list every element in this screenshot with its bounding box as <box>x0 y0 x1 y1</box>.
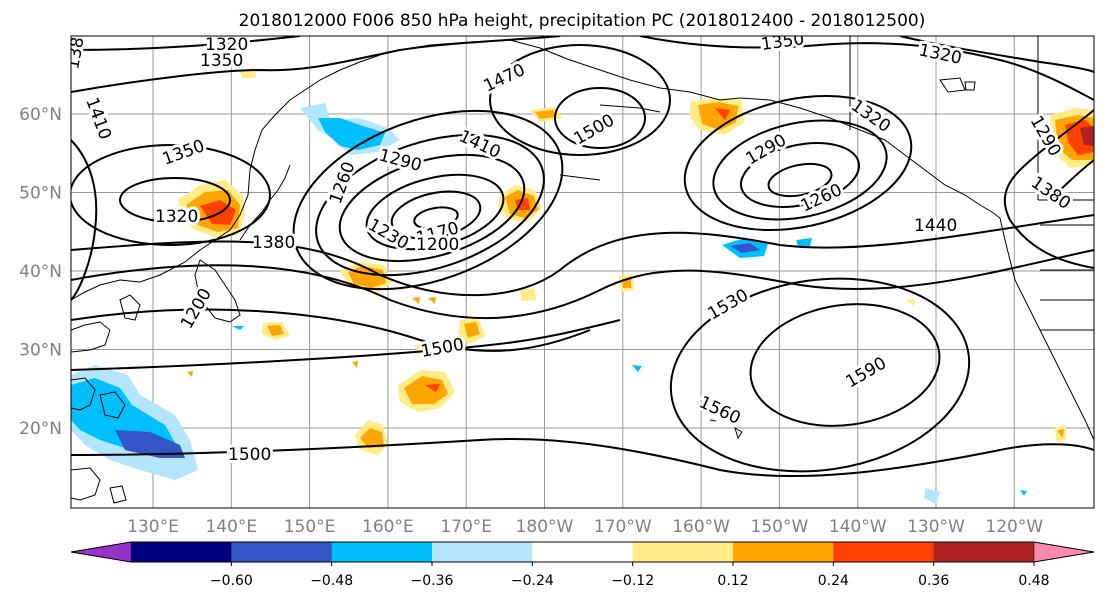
lon-tick-label: 170°W <box>594 517 652 537</box>
lon-tick-label: 150°W <box>751 517 809 537</box>
lon-tick-label: 150°E <box>284 517 336 537</box>
lon-tick-label: 130°W <box>907 517 965 537</box>
contour-label: 1500 <box>228 445 271 465</box>
colorbar-tick-label: 0.48 <box>1018 573 1049 589</box>
colorbar-segment <box>331 542 433 562</box>
lon-tick-label: 160°W <box>672 517 730 537</box>
colorbar-segment <box>833 542 935 562</box>
contour-label: 1200 <box>416 235 459 255</box>
lon-tick-label: 170°E <box>440 517 492 537</box>
colorbar-tick-labels: −0.60 −0.48 −0.36 −0.24 −0.12 0.12 0.24 0.36 0.4… <box>210 562 1050 589</box>
colorbar-segment <box>532 542 634 562</box>
colorbar-tick-label: −0.24 <box>511 573 554 589</box>
colorbar-segment <box>733 542 834 562</box>
lon-tick-label: 140°E <box>205 517 257 537</box>
colorbar <box>70 541 1095 563</box>
map-frame <box>70 35 1095 509</box>
contour-label: 1320 <box>205 35 248 55</box>
height-contours <box>71 36 1094 478</box>
contour-label: 1350 <box>200 51 243 71</box>
lat-tick-label: 60°N <box>19 105 62 125</box>
colorbar-tick-label: 0.36 <box>918 573 949 589</box>
colorbar-segment <box>933 542 1035 562</box>
colorbar-segment <box>632 542 734 562</box>
colorbar-segment <box>231 542 333 562</box>
contour-label: 1440 <box>914 216 957 236</box>
colorbar-extend-low <box>70 541 132 563</box>
contour-label: 1380 <box>252 233 295 253</box>
lon-tick-label: 120°W <box>985 517 1043 537</box>
lat-tick-label: 40°N <box>19 262 62 282</box>
colorbar-tick-label: −0.48 <box>310 573 353 589</box>
colorbar-extend-high <box>1033 541 1095 563</box>
latitude-labels: 60°N 50°N 40°N 30°N 20°N <box>19 105 62 439</box>
map-title: 2018012000 F006 850 hPa height, precipit… <box>239 11 926 31</box>
colorbar-tick-label: −0.36 <box>411 573 454 589</box>
lat-tick-label: 50°N <box>19 184 62 204</box>
colorbar-outline <box>70 541 1095 563</box>
longitude-labels: 130°E 140°E 150°E 160°E 170°E 180°W 170°W 160°W… <box>127 517 1043 537</box>
lat-tick-label: 20°N <box>19 419 62 439</box>
contour-label: 1320 <box>155 207 198 227</box>
colorbar-segment <box>131 542 232 562</box>
lat-tick-label: 30°N <box>19 341 62 361</box>
colorbar-tick-label: −0.12 <box>611 573 654 589</box>
colorbar-segment <box>432 542 533 562</box>
lon-tick-label: 180°W <box>516 517 574 537</box>
lon-tick-label: 130°E <box>127 517 179 537</box>
lon-tick-label: 160°E <box>362 517 414 537</box>
colorbar-tick-label: 0.24 <box>818 573 849 589</box>
colorbar-tick-label: −0.60 <box>210 573 253 589</box>
lon-tick-label: 140°W <box>829 517 887 537</box>
colorbar-tick-label: 0.12 <box>717 573 748 589</box>
map-area <box>71 36 1094 508</box>
